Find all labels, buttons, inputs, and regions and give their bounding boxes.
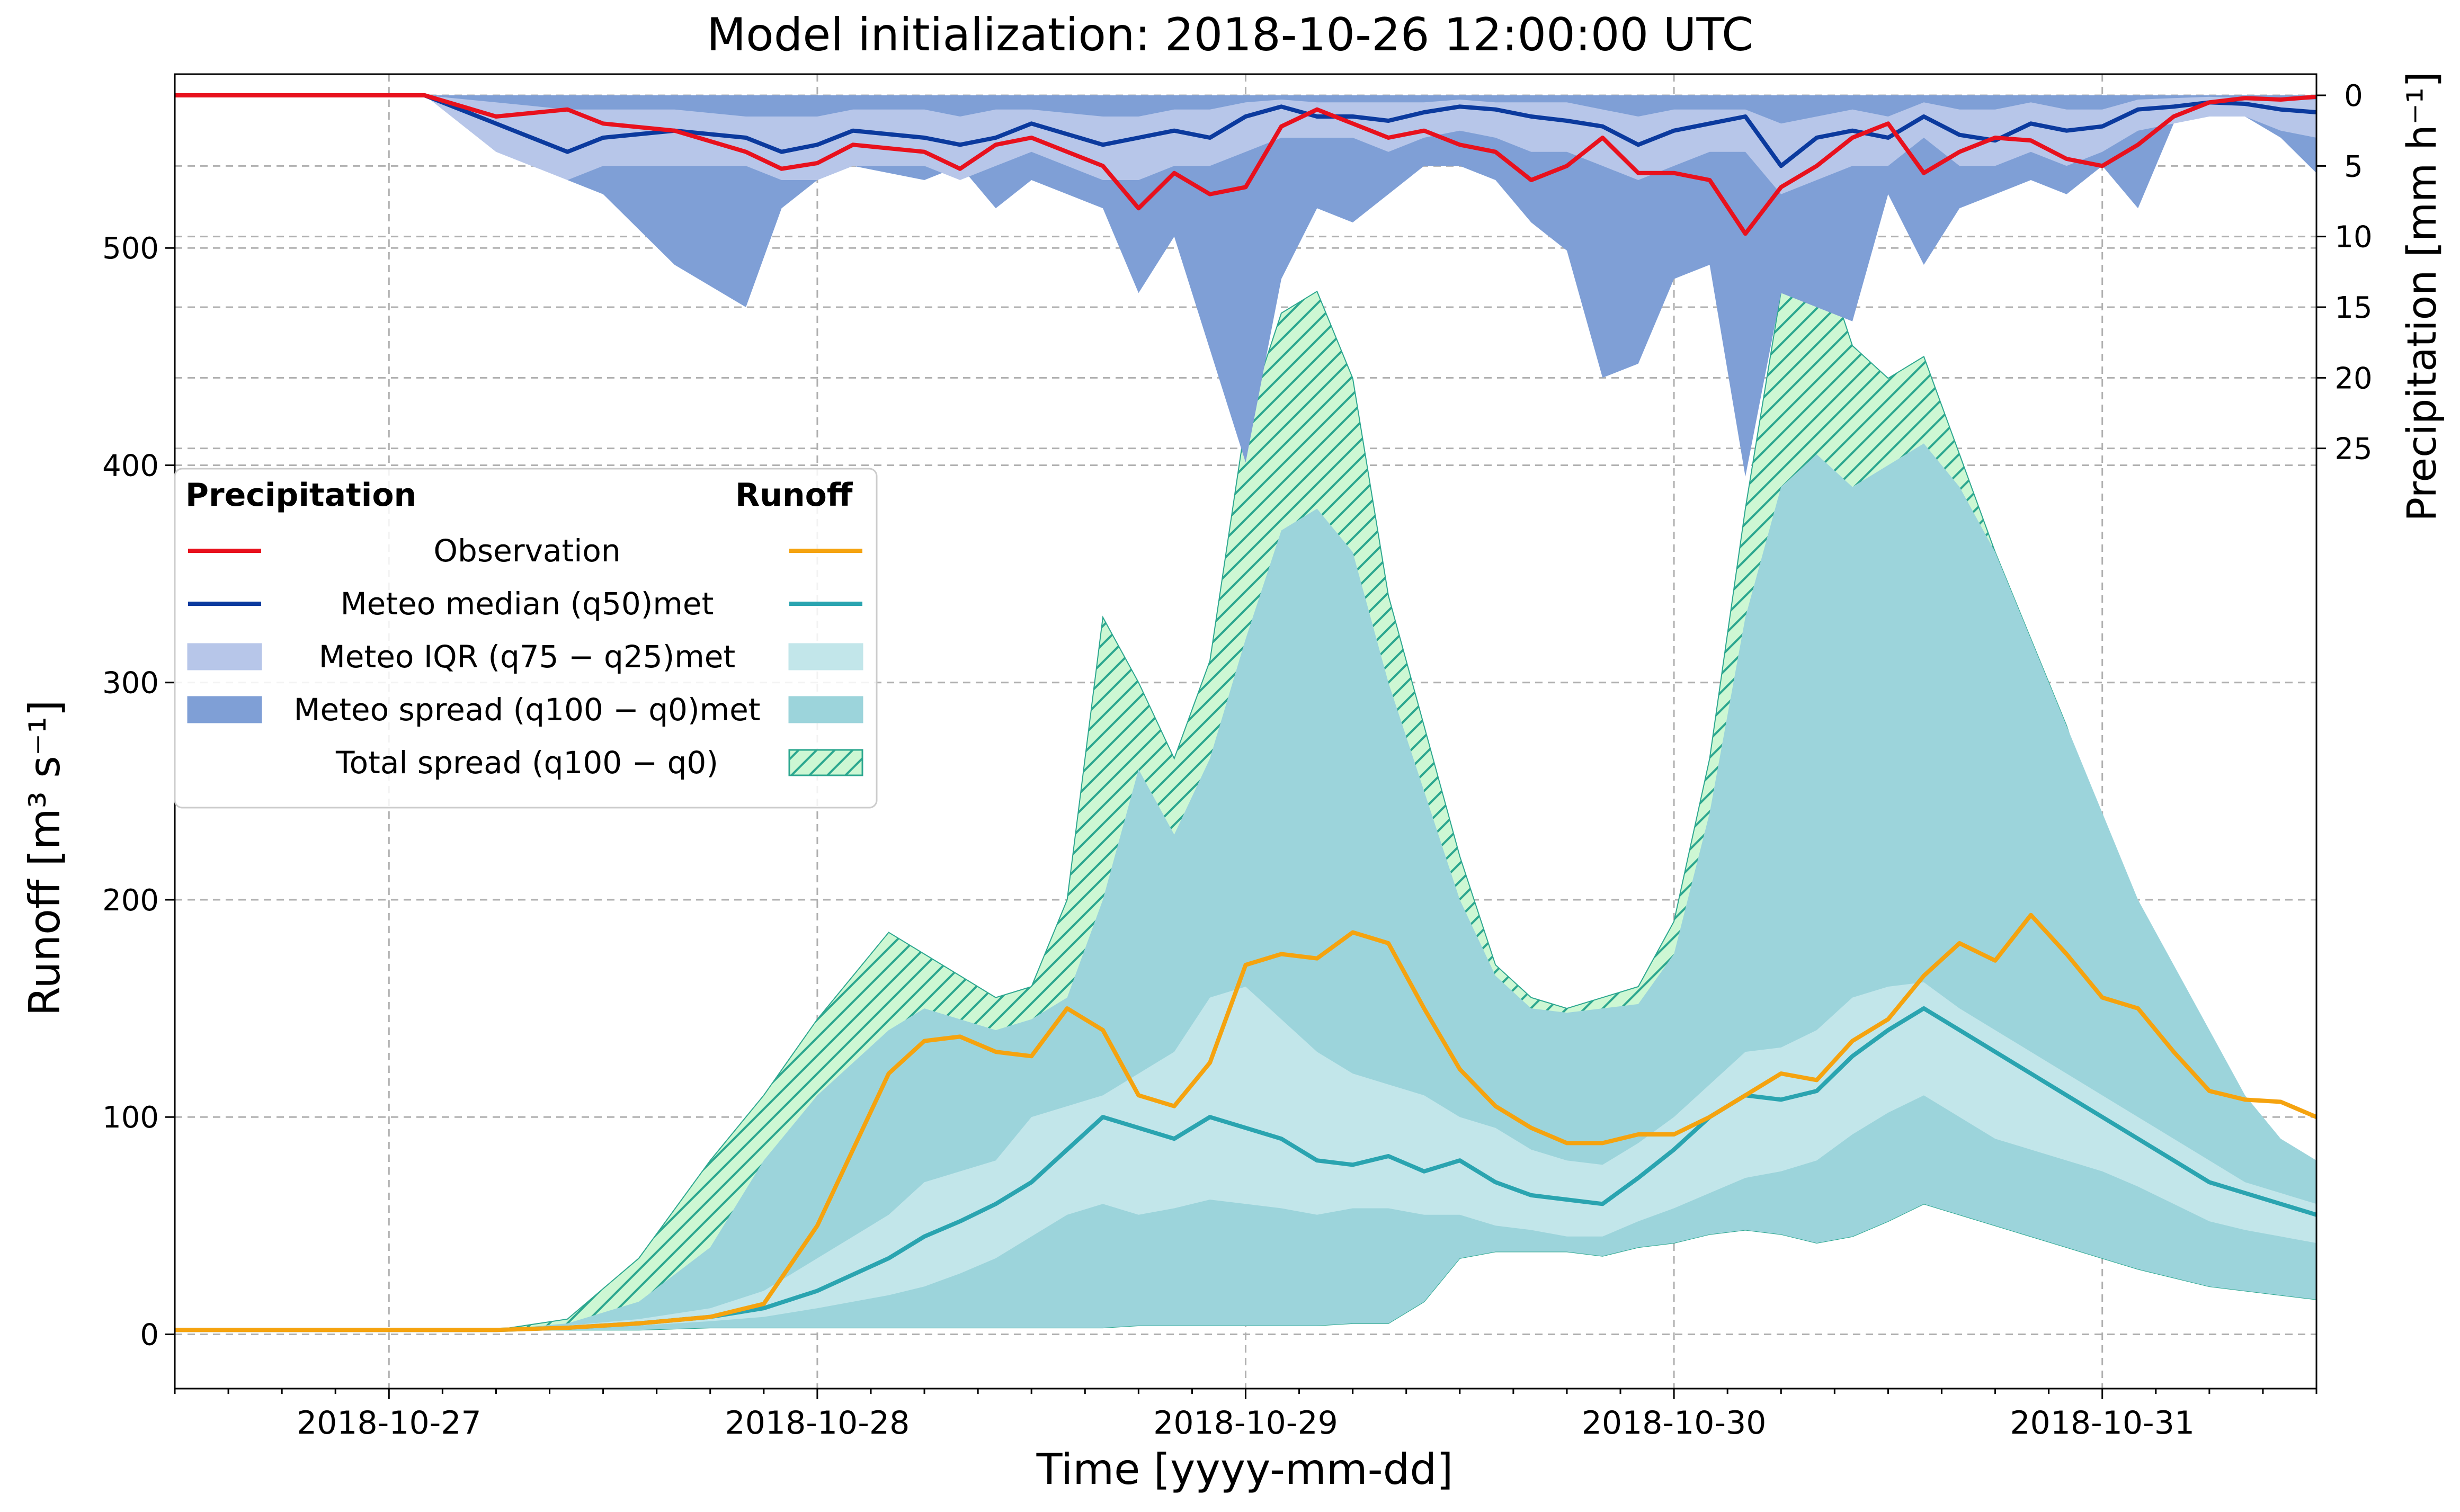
legend-swatch-spread-runoff [788,696,863,723]
chart-title: Model initialization: 2018-10-26 12:00:0… [707,8,1753,61]
runoff-tick-label-3: 300 [102,666,159,701]
legend-swatch-iqr-runoff [788,643,863,670]
runoff-tick-label-0: 0 [140,1318,159,1352]
precipitation-axis-ticks: 0 5 10 15 20 25 [2316,79,2373,467]
runoff-axis-ticks: 0 100 200 300 400 500 [102,231,175,1352]
precip-observation-line [175,93,2317,236]
x-tick-label-3: 2018-10-30 [1582,1404,1767,1442]
runoff-median-line [175,1006,2318,1332]
legend-swatch-iqr-precip [187,643,262,670]
precipitation-axis-label: Precipitation [mm h⁻¹] [2398,71,2445,521]
precip-tick-label-0: 0 [2344,79,2363,113]
legend-label-total: Total spread (q100 − q0) [335,745,718,781]
runoff-tick-label-1: 100 [102,1101,159,1135]
precip-tick-label-4: 20 [2334,361,2372,396]
legend-swatch-total-runoff [788,749,863,776]
precip-tick-label-3: 15 [2334,291,2372,325]
runoff-meteo-iqr-area [175,982,2316,1330]
precip-median-line [175,93,2317,168]
precip-tick-label-5: 25 [2334,432,2372,467]
legend: Precipitation Runoff Observation Meteo me… [174,468,878,809]
x-tick-label-0: 2018-10-27 [297,1404,482,1442]
legend-label-obs: Observation [433,533,620,569]
runoff-areas [175,236,2317,1331]
series-lines [175,93,2318,1332]
runoff-tick-label-4: 400 [102,449,159,483]
x-tick-label-4: 2018-10-31 [2010,1404,2195,1442]
legend-label-iqr: Meteo IQR (q75 − q25)met [319,639,735,675]
legend-label-median: Meteo median (q50)met [341,586,714,622]
runoff-tick-label-5: 500 [102,231,159,266]
legend-runoff-header: Runoff [735,477,853,514]
precip-tick-label-2: 10 [2334,220,2372,255]
runoff-observation-line [175,912,2318,1332]
legend-swatch-spread-precip [187,696,262,723]
legend-box [174,468,878,809]
x-axis-label: Time [yyyy-mm-dd] [1036,1445,1454,1494]
runoff-axis-label: Runoff [m³ s⁻¹] [20,700,69,1016]
legend-precipitation-header: Precipitation [185,477,416,514]
x-tick-label-1: 2018-10-28 [725,1404,910,1442]
precipitation-areas [175,95,2316,477]
runoff-tick-label-2: 200 [102,883,159,918]
precip-tick-label-1: 5 [2344,149,2363,184]
time-axis-ticks: 2018-10-27 2018-10-28 2018-10-29 2018-10-30… [174,1389,2318,1442]
x-tick-label-2: 2018-10-29 [1153,1404,1338,1442]
precip-meteo-iqr-area [175,95,2316,194]
legend-label-spread: Meteo spread (q100 − q0)met [293,692,760,728]
